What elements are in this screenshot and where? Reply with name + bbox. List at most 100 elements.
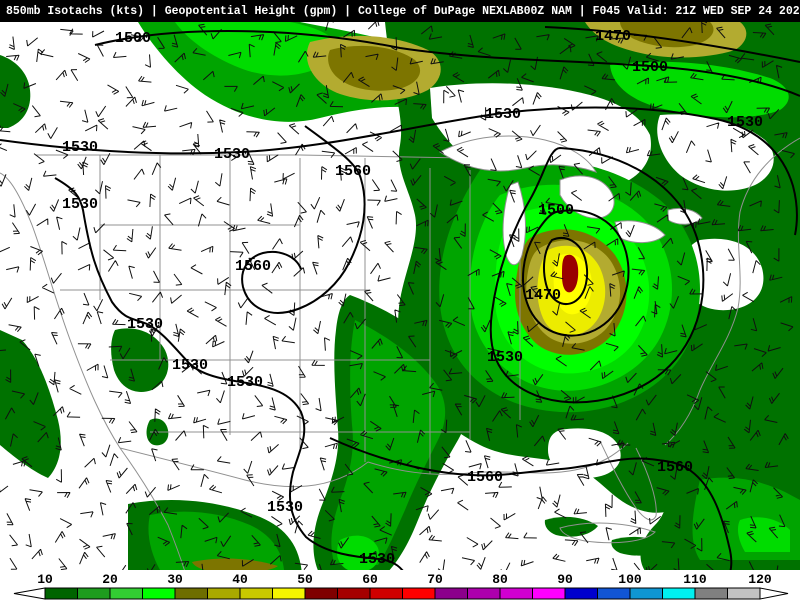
colorbar-tick-90: 90 <box>557 572 573 587</box>
isotach-region <box>337 535 380 570</box>
colorbar-segment-20-25 <box>109 587 143 600</box>
title-right: 00Z NAM | F045 Valid: 21Z WED SEP 24 202… <box>523 4 800 18</box>
cuba-coastline <box>559 522 656 544</box>
colorbar-segment-85-90 <box>532 587 566 600</box>
colorbar-segment-95-100 <box>597 587 631 600</box>
colorbar-tick-120: 120 <box>748 572 772 587</box>
canada-border <box>35 154 466 159</box>
mexico-border <box>119 447 369 488</box>
contour-label: 1530 <box>62 196 98 213</box>
state-borders <box>60 224 470 433</box>
isotach-region <box>737 517 790 552</box>
colorbar-segment-15-20 <box>77 587 111 600</box>
contour-label: 1470 <box>595 28 631 45</box>
colorbar-segment-10-15 <box>44 587 78 600</box>
contour-1530-west <box>54 177 404 570</box>
contour-label: 1500 <box>538 202 574 219</box>
colorbar-tick-70: 70 <box>427 572 443 587</box>
colorbar-tick-20: 20 <box>102 572 118 587</box>
contour-label: 1560 <box>657 459 693 476</box>
colorbar-segment-75-80 <box>467 587 501 600</box>
isotach-legend: 10 20 30 40 50 60 70 80 90 100 110 120 <box>0 570 800 600</box>
colorbar-tick-110: 110 <box>683 572 707 587</box>
contour-label: 1470 <box>525 287 561 304</box>
colorbar-tick-100: 100 <box>618 572 642 587</box>
contour-label: 1530 <box>214 146 250 163</box>
contour-label: 1500 <box>632 59 668 76</box>
contour-label: 1530 <box>485 106 521 123</box>
colorbar-tick-30: 30 <box>167 572 183 587</box>
contour-label: 1530 <box>62 139 98 156</box>
height-contours <box>0 26 800 570</box>
map-area: 1500 1470 1500 1530 1530 1530 1530 1530 1560 1500… <box>0 22 800 570</box>
colorbar-segment-60-65 <box>369 587 403 600</box>
colorbar-segment-65-70 <box>402 587 436 600</box>
colorbar-ticks: 10 20 30 40 50 60 70 80 90 100 110 120 <box>37 572 772 587</box>
pacific-coastline <box>0 172 185 570</box>
contour-label: 1530 <box>227 374 263 391</box>
contour-label: 1530 <box>127 316 163 333</box>
isotach-region <box>192 558 278 570</box>
contour-label: 1530 <box>267 499 303 516</box>
geography-borders <box>0 135 800 570</box>
wind-barb-field <box>0 22 795 570</box>
atlantic-coastline <box>664 137 800 446</box>
isotach-max-core <box>562 254 579 293</box>
colorbar-segment-80-85 <box>499 587 533 600</box>
state-borders <box>99 155 521 474</box>
colorbar-tick-80: 80 <box>492 572 508 587</box>
florida-coastline <box>599 440 657 521</box>
title-bar: 850mb Isotachs (kts) | Geopotential Heig… <box>0 0 800 22</box>
colorbar-left-arrow <box>13 587 46 600</box>
colorbar-tick-60: 60 <box>362 572 378 587</box>
contour-label: 1530 <box>359 551 395 568</box>
contour-1470 <box>544 26 800 63</box>
colorbar-segment-35-40 <box>207 587 241 600</box>
colorbar-segment-90-95 <box>564 587 598 600</box>
isotach-region <box>331 320 446 565</box>
isotach-region <box>0 330 61 478</box>
calm-area <box>548 428 621 478</box>
contour-1560-west <box>241 125 366 314</box>
contour-label: 1500 <box>115 30 151 47</box>
colorbar-segment-115-120 <box>727 587 761 600</box>
colorbar-segment-45-50 <box>272 587 306 600</box>
contour-1530-storm <box>489 146 705 404</box>
contour-label: 1530 <box>727 114 763 131</box>
colorbar-right-arrow <box>759 587 789 600</box>
isotach-region <box>544 516 598 537</box>
contour-label: 1560 <box>467 469 503 486</box>
wind-barbs <box>0 22 795 570</box>
colorbar-segment-50-55 <box>304 587 338 600</box>
colorbar: 10 20 30 40 50 60 70 80 90 100 110 120 <box>13 572 789 600</box>
contour-label: 1530 <box>172 357 208 374</box>
lake-erie <box>614 220 666 243</box>
contour-1530-north <box>0 106 799 236</box>
colorbar-segment-110-115 <box>694 587 728 600</box>
colorbar-segment-25-30 <box>142 587 176 600</box>
colorbar-tick-40: 40 <box>232 572 248 587</box>
isotach-region <box>0 55 31 128</box>
colorbar-tick-50: 50 <box>297 572 313 587</box>
contour-1560-south <box>329 437 733 570</box>
isotach-region <box>610 61 789 118</box>
contour-label: 1560 <box>235 258 271 275</box>
colorbar-segment-40-45 <box>239 587 273 600</box>
contour-label: 1530 <box>487 349 523 366</box>
colorbar-bar <box>13 587 789 600</box>
colorbar-segment-70-75 <box>434 587 468 600</box>
isotach-region <box>328 45 421 91</box>
colorbar-segment-55-60 <box>337 587 371 600</box>
colorbar-segment-100-105 <box>629 587 663 600</box>
colorbar-segment-30-35 <box>174 587 208 600</box>
contour-1500-storm <box>522 209 630 337</box>
lake-superior <box>439 135 598 173</box>
isotach-region <box>175 22 337 76</box>
colorbar-tick-10: 10 <box>37 572 53 587</box>
title-left: 850mb Isotachs (kts) | Geopotential Heig… <box>6 4 524 18</box>
contour-label: 1560 <box>335 163 371 180</box>
contour-1500 <box>94 30 800 97</box>
